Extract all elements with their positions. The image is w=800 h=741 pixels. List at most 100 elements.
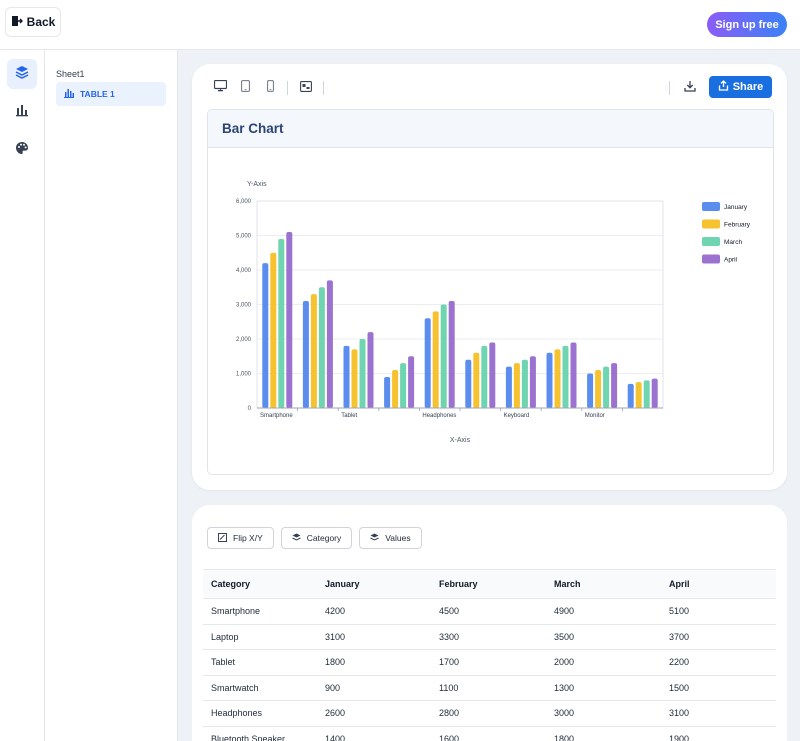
table-cell[interactable]: 4900 [546,598,661,625]
table-cell[interactable]: Tablet [203,649,317,676]
table-cell[interactable]: 2800 [431,700,546,727]
values-button[interactable]: Values [359,527,422,549]
bar [473,352,480,408]
table-cell[interactable]: 3300 [431,624,546,650]
flip-label: Flip X/Y [233,533,263,543]
table-cell[interactable]: 4200 [317,598,431,625]
column-header[interactable]: February [431,569,546,599]
bar [424,318,431,408]
back-label: Back [26,15,56,29]
x-tick-label: Headphones [422,413,456,419]
bar [635,382,642,408]
y-tick-label: 5,000 [236,234,252,240]
table-cell[interactable]: 3500 [546,624,661,650]
x-tick-label: Monitor [585,413,605,419]
x-axis-label: X-Axis [450,437,471,444]
table-cell[interactable]: 1100 [431,675,546,701]
image-export-button[interactable] [298,80,314,96]
table-cell[interactable]: 1800 [546,726,661,741]
bar [270,252,277,408]
table-row: Tablet 1800 1700 2000 2200 [203,649,776,676]
table-cell[interactable]: 2000 [546,649,661,676]
mobile-view-button[interactable] [262,80,278,96]
table-cell[interactable]: 5100 [661,598,776,625]
bar [432,311,439,408]
table-cell[interactable]: 2200 [661,649,776,676]
table-cell[interactable]: 3000 [546,700,661,727]
table-cell[interactable]: 1800 [317,649,431,676]
bar [603,366,610,408]
table-row: Laptop 3100 3300 3500 3700 [203,624,776,650]
table-cell[interactable]: 1500 [661,675,776,701]
y-tick-label: 2,000 [236,337,252,343]
category-label: Category [306,533,342,543]
x-tick-label: Tablet [341,413,357,419]
table-cell[interactable]: 900 [317,675,431,701]
y-tick-label: 1,000 [236,372,252,378]
tablet-icon [240,79,250,97]
bar [489,342,496,408]
chart-header: Bar Chart [208,110,773,148]
chart-nav-button[interactable] [7,97,37,127]
table-cell[interactable]: Laptop [203,624,317,650]
icon-rail [0,50,45,741]
share-button[interactable]: Share [709,76,772,98]
data-card: Flip X/Y Category Values Cat [192,505,787,741]
column-header[interactable]: March [546,569,661,599]
table-cell[interactable]: Smartphone [203,598,317,625]
chart-card: Share Bar Chart 0 1,000 2,000 3,000 4,000 5,0… [192,64,787,490]
column-header[interactable]: April [661,569,776,599]
signup-button[interactable]: Sign up free [707,12,787,37]
flip-xy-button[interactable]: Flip X/Y [207,527,274,549]
values-label: Values [385,533,411,543]
bar [351,349,358,408]
table-cell[interactable]: 3700 [661,624,776,650]
desktop-view-button[interactable] [212,79,228,96]
legend-swatch [702,254,720,264]
table-cell[interactable]: Smartwatch [203,675,317,701]
table-cell[interactable]: Headphones [203,700,317,727]
bar [481,345,488,408]
category-button[interactable]: Category [280,527,353,549]
column-header[interactable]: January [317,569,431,599]
theme-nav-button[interactable] [7,135,37,165]
table-cell[interactable]: 1300 [546,675,661,701]
layers-icon [292,533,301,544]
table-cell[interactable]: 1900 [661,726,776,741]
bar-chart: 0 1,000 2,000 3,000 4,000 5,000 6,000 Y-Axis Sma… [236,181,751,444]
table-cell[interactable]: 2600 [317,700,431,727]
table-cell[interactable]: 4500 [431,598,546,625]
layers-icon [15,65,29,84]
legend-label: April [724,257,738,264]
bar [651,378,658,408]
table-cell[interactable]: 1600 [431,726,546,741]
legend-swatch [702,202,720,211]
bar [286,232,293,408]
tablet-view-button[interactable] [237,80,253,96]
bar [367,332,374,408]
table-cell[interactable]: Bluetooth Speaker [203,726,317,741]
table-cell[interactable]: 1400 [317,726,431,741]
toolbar-divider [669,81,670,95]
bar [392,370,399,408]
toolbar-divider [323,81,324,95]
table-label: TABLE 1 [80,89,115,99]
bar-chart-icon [15,103,29,122]
image-icon [300,79,312,97]
bar [448,301,455,408]
sidebar-item-table-1[interactable]: TABLE 1 [56,82,166,106]
download-button[interactable] [682,80,698,96]
bar [627,383,634,408]
layers-nav-button[interactable] [7,59,37,89]
column-header[interactable]: Category [203,569,317,599]
back-button[interactable]: Back [5,7,61,37]
table-cell[interactable]: 3100 [661,700,776,727]
share-icon [718,80,729,94]
legend-swatch [702,219,720,229]
table-cell[interactable]: 3100 [317,624,431,650]
bar [513,363,520,408]
table-cell[interactable]: 1700 [431,649,546,676]
legend-label: March [724,239,742,246]
view-switcher [212,79,334,96]
table-row: Smartwatch 900 1100 1300 1500 [203,675,776,701]
